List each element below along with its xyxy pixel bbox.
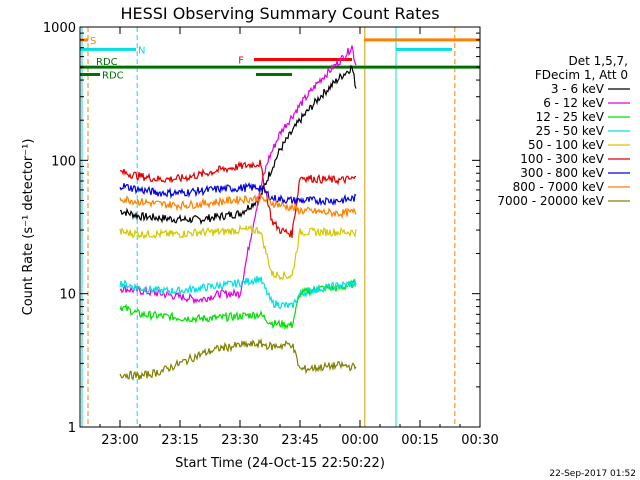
x-tick-label-5: 00:15 xyxy=(401,433,438,448)
status-bar-label-4: RDC xyxy=(102,71,124,82)
x-tick-label-3: 23:45 xyxy=(281,433,318,448)
y-tick-label-2: 100 xyxy=(51,154,76,169)
y-tick-label-0: 1 xyxy=(68,421,76,436)
legend-entry-1: 6 - 12 keV xyxy=(543,96,605,110)
series-line-6 xyxy=(119,182,357,207)
status-bar-label-0: S xyxy=(90,36,96,47)
x-tick-label-0: 23:00 xyxy=(101,433,138,448)
x-axis-label: Start Time (24-Oct-15 22:50:22) xyxy=(175,456,385,471)
series-line-7 xyxy=(119,192,357,220)
x-tick-label-1: 23:15 xyxy=(161,433,198,448)
legend-entry-4: 50 - 100 keV xyxy=(528,138,605,152)
y-axis-label: Count Rate (s⁻¹ detector⁻¹) xyxy=(21,139,36,316)
legend-header-0: Det 1,5,7, xyxy=(569,54,629,68)
status-bar-label-1: N xyxy=(138,45,145,56)
series-line-4 xyxy=(119,223,357,281)
series-line-8 xyxy=(119,337,357,381)
legend-entry-8: 7000 - 20000 keV xyxy=(497,194,604,208)
y-tick-label-3: 1000 xyxy=(43,21,76,36)
legend-header-1: FDecim 1, Att 0 xyxy=(535,68,628,82)
x-tick-label-4: 00:00 xyxy=(341,433,378,448)
legend-entry-7: 800 - 7000 keV xyxy=(513,180,605,194)
x-tick-label-2: 23:30 xyxy=(221,433,258,448)
y-tick-label-1: 10 xyxy=(59,288,76,303)
plot-frame xyxy=(79,26,481,428)
series-line-3 xyxy=(119,275,357,310)
status-bar-label-3: RDC xyxy=(96,57,118,68)
legend-entry-0: 3 - 6 keV xyxy=(551,82,605,96)
legend-entry-2: 12 - 25 keV xyxy=(536,110,605,124)
footer-timestamp: 22-Sep-2017 01:52 xyxy=(549,469,636,479)
status-bar-label-2: F xyxy=(238,56,244,67)
series-line-5 xyxy=(119,159,357,238)
chart-title: HESSI Observing Summary Count Rates xyxy=(120,4,439,23)
series-line-0 xyxy=(119,64,357,226)
x-tick-label-6: 00:30 xyxy=(461,433,498,448)
legend-entry-6: 300 - 800 keV xyxy=(520,166,604,180)
legend-entry-5: 100 - 300 keV xyxy=(520,152,604,166)
series-line-1 xyxy=(119,45,357,305)
legend-entry-3: 25 - 50 keV xyxy=(536,124,605,138)
